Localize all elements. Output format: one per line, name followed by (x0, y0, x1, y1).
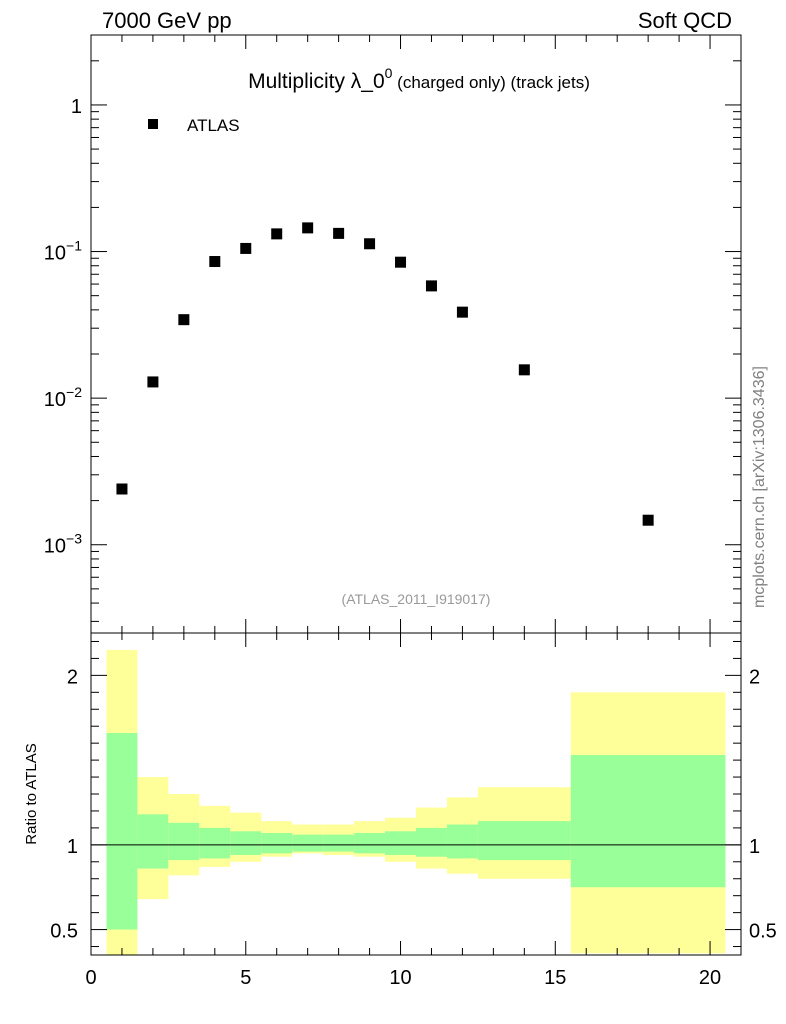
green-band (416, 827, 447, 857)
ratio-y-tick-label-left: 1 (67, 836, 78, 858)
ratio-y-axis-label: Ratio to ATLAS (23, 743, 40, 844)
ratio-x-tick-label: 20 (699, 967, 721, 989)
data-point (240, 242, 252, 254)
data-point (395, 256, 407, 268)
main-title-subtitle: (charged only) (track jets) (392, 73, 589, 92)
main-y-tick-label: 1 (71, 96, 82, 118)
data-point (518, 364, 530, 376)
ratio-y-tick-labels: 0.5 0.5 1 1 2 2 (50, 666, 777, 942)
main-title: Multiplicity λ_00 (charged only) (track … (248, 65, 590, 93)
header-left: 7000 GeV pp (102, 8, 232, 33)
green-band (385, 831, 416, 856)
ratio-panel: 0.5 0.5 1 1 2 2 0 5 10 15 20 Ratio to ATLAS (23, 632, 777, 989)
ratio-y-tick-label-left: 2 (67, 666, 78, 688)
data-point (178, 314, 190, 326)
green-band (261, 832, 293, 854)
data-point (147, 376, 159, 388)
data-point (642, 514, 654, 526)
ratio-y-tick-label-right: 2 (749, 666, 760, 688)
ratio-axis-ticks (90, 633, 742, 955)
ratio-y-tick-label-left: 0.5 (50, 921, 78, 943)
main-title-text: Multiplicity λ_0 (248, 70, 385, 93)
analysis-tag: (ATLAS_2011_I919017) (342, 591, 491, 607)
ratio-y-tick-label-right: 1 (749, 836, 760, 858)
green-band (570, 755, 726, 888)
green-band (446, 824, 478, 859)
green-band (292, 834, 324, 852)
data-point (333, 227, 345, 239)
main-y-tick-label: 10−3 (44, 531, 82, 558)
green-band (477, 821, 571, 861)
data-point (456, 306, 468, 318)
ratio-x-tick-label: 0 (85, 967, 96, 989)
legend: ATLAS (148, 116, 240, 135)
side-label: mcplots.cern.ch [arXiv:1306.3436] (751, 366, 768, 608)
green-band (106, 732, 138, 930)
ratio-y-tick-label-right: 0.5 (749, 921, 777, 943)
legend-label: ATLAS (187, 116, 240, 135)
green-band (230, 831, 262, 856)
main-panel: 10−3 10−2 10−1 1 Multiplicity λ_00 (charged… (44, 34, 742, 634)
main-y-tick-label: 10−2 (44, 384, 82, 411)
green-band (323, 834, 355, 852)
green-band (199, 827, 231, 859)
ratio-x-tick-label: 10 (389, 967, 411, 989)
main-title-superscript: 0 (385, 65, 393, 81)
ratio-x-tick-labels: 0 5 10 15 20 (85, 967, 721, 989)
data-point (116, 483, 128, 495)
ratio-bands (106, 649, 726, 955)
green-band (354, 832, 386, 854)
main-y-tick-label: 10−1 (44, 238, 82, 265)
green-band (168, 822, 200, 861)
data-point (425, 280, 437, 292)
main-y-tick-labels: 10−3 10−2 10−1 1 (44, 96, 82, 558)
data-point (209, 256, 221, 268)
main-axis-ticks (90, 34, 742, 633)
data-point (364, 238, 376, 250)
header-right: Soft QCD (638, 8, 732, 33)
legend-marker (148, 119, 158, 129)
green-band (137, 814, 169, 869)
data-point (302, 222, 314, 234)
ratio-x-tick-label: 15 (544, 967, 566, 989)
data-markers (116, 222, 654, 526)
ratio-x-tick-label: 5 (240, 967, 251, 989)
data-point (271, 228, 283, 240)
